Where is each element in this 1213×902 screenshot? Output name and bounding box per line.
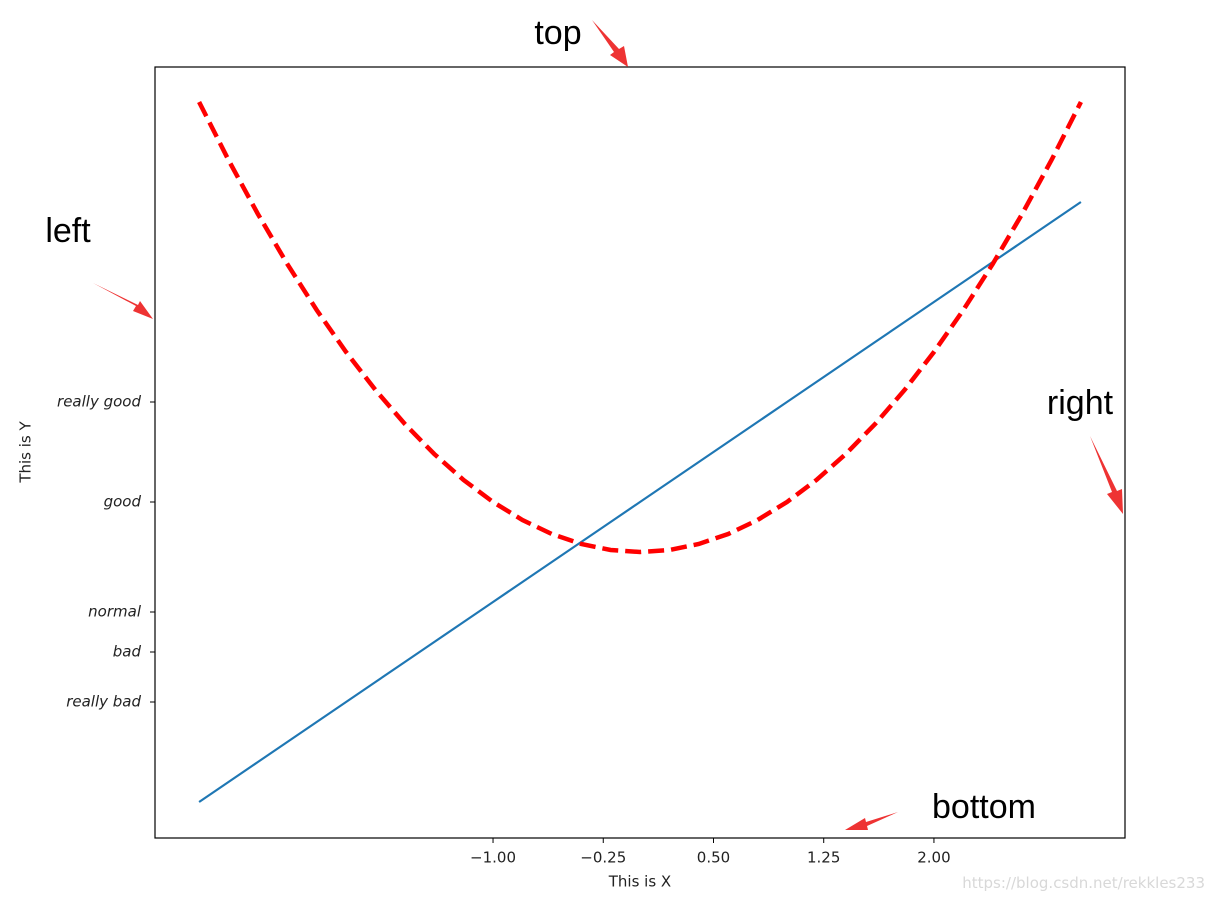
y-tick-label: really good [57,393,141,411]
y-tick-label: good [104,493,142,511]
arrows [93,20,1123,830]
x-tick-label: −1.00 [470,849,516,867]
x-tick-label: 1.25 [807,849,840,867]
arrow [1090,436,1123,514]
axes-frame [154,66,1126,839]
x-tick-label: 0.50 [697,849,730,867]
y-tick-label: really bad [66,693,141,711]
arrow [592,20,628,67]
annotation: bottom [932,788,1036,826]
annotation: left [45,212,91,250]
line [198,201,1082,803]
line [197,100,1083,555]
x-tick-label: 2.00 [917,849,950,867]
x-tick-label: −0.25 [580,849,626,867]
arrow [93,283,153,319]
watermark: https://blog.csdn.net/rekkles233 [962,874,1205,892]
y-tick-label: bad [113,643,142,661]
annotation: top [534,14,581,52]
y-axis-label: This is Y [17,421,35,484]
y-tick-label: normal [88,603,142,621]
arrow [845,812,898,830]
x-axis-label: This is X [608,873,671,891]
annotation: right [1047,384,1114,422]
